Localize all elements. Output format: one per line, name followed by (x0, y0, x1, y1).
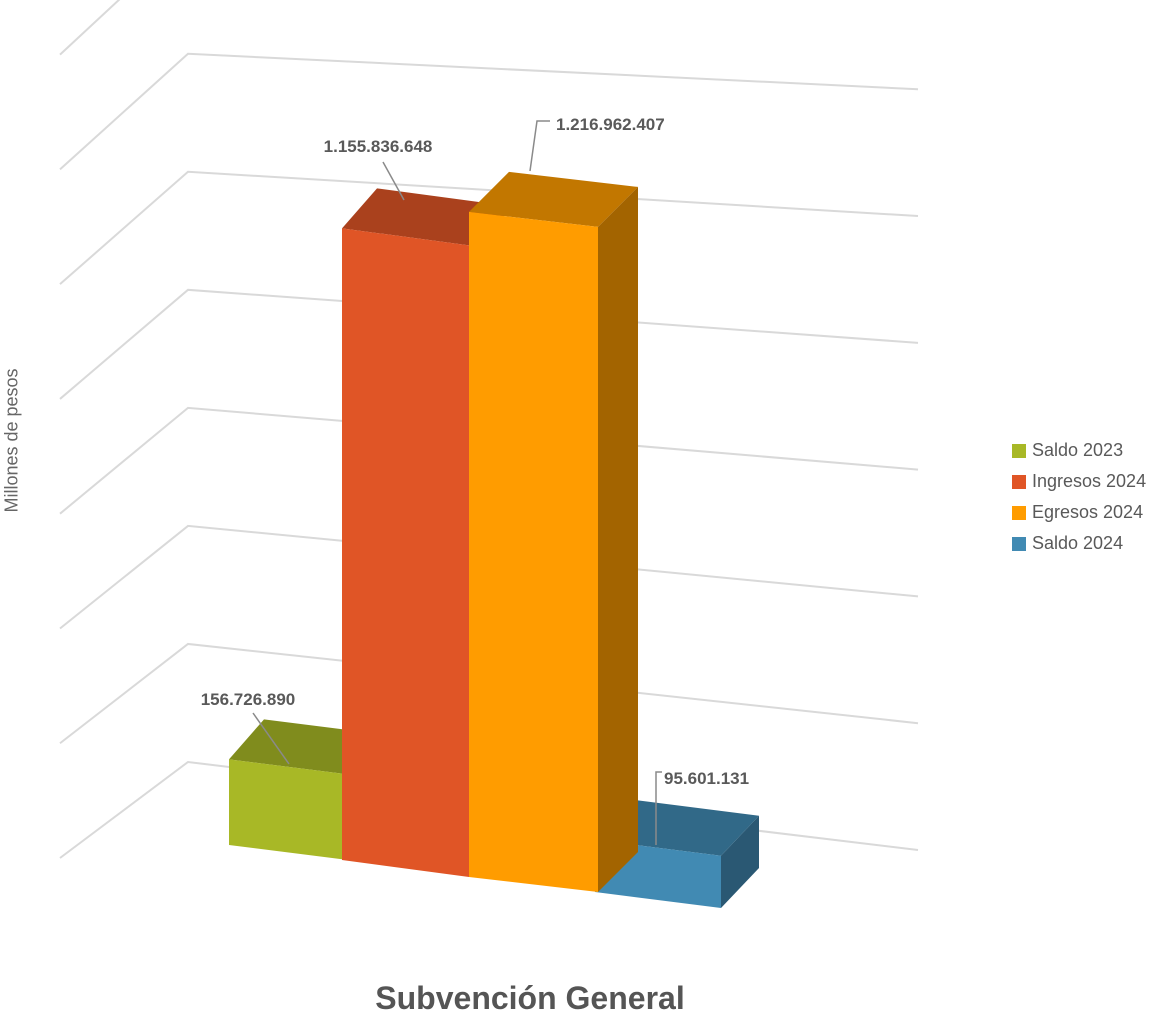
label-leader-line (252, 712, 290, 765)
bar-side-2 (598, 186, 638, 892)
bars (229, 171, 759, 908)
legend-swatch (1012, 443, 1026, 458)
label-leader-line (655, 771, 662, 845)
legend: Saldo 2023 Ingresos 2024 Egresos 2024 Sa… (1012, 435, 1146, 559)
bar-top-1 (342, 188, 504, 246)
legend-swatch (1012, 505, 1026, 520)
data-label: 1.216.962.407 (556, 115, 665, 134)
legend-item-egresos-2024: Egresos 2024 (1012, 497, 1146, 528)
bar-side-3 (721, 815, 759, 908)
gridline (59, 0, 121, 56)
legend-swatch (1012, 474, 1026, 489)
data-labels: 156.726.890 1.155.836.648 1.216.962.407 95.… (201, 115, 749, 845)
gridlines (59, 0, 919, 859)
bar-2 (469, 211, 598, 892)
data-label: 1.155.836.648 (324, 137, 433, 156)
legend-item-saldo-2024: Saldo 2024 (1012, 528, 1146, 559)
data-label: 156.726.890 (201, 690, 296, 709)
legend-label: Ingresos 2024 (1032, 471, 1147, 491)
bar-top-2 (469, 171, 638, 227)
legend-label: Egresos 2024 (1032, 502, 1144, 522)
legend-item-ingresos-2024: Ingresos 2024 (1012, 466, 1146, 497)
legend-label: Saldo 2024 (1032, 533, 1124, 553)
bar-1 (342, 228, 469, 877)
label-leader-line (382, 161, 405, 201)
x-axis-title: Subvención General (375, 980, 685, 1016)
gridline (59, 288, 919, 400)
bar-0 (229, 759, 348, 860)
gridline (59, 642, 919, 745)
y-axis-title: Millones de pesos (1, 368, 22, 513)
legend-item-saldo-2023: Saldo 2023 (1012, 435, 1146, 466)
legend-label: Saldo 2023 (1032, 440, 1124, 460)
gridline (59, 52, 919, 171)
label-leader-line (529, 120, 550, 172)
gridline (59, 406, 919, 515)
legend-swatch (1012, 536, 1026, 551)
data-label: 95.601.131 (664, 769, 749, 788)
gridline (59, 524, 919, 630)
gridline (59, 170, 919, 285)
